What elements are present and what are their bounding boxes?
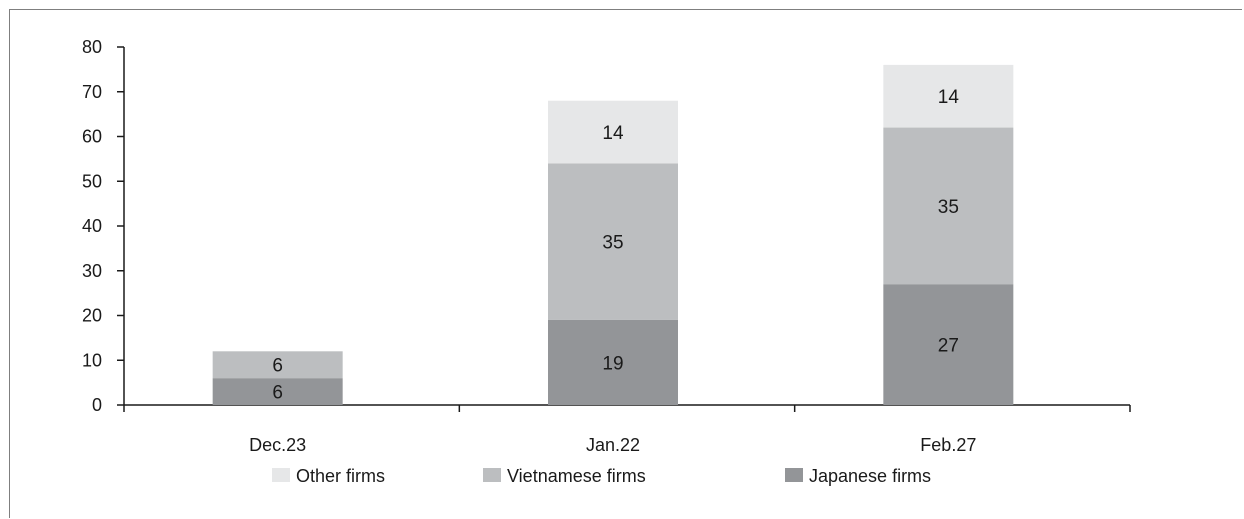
y-tick-label: 20: [82, 306, 102, 326]
data-label: 6: [272, 356, 283, 377]
legend: Other firms Vietnamese firms Japanese firm…: [272, 466, 931, 486]
bar-segment: [212, 378, 343, 405]
bar-segment: [883, 284, 1014, 405]
legend-swatch: [785, 468, 803, 482]
y-tick-label: 10: [82, 350, 102, 370]
bar-segment: [883, 127, 1014, 285]
data-label: 14: [602, 123, 624, 144]
bar-segment: [212, 351, 343, 379]
x-category-label: Dec.23: [249, 435, 306, 455]
bar-segment: [548, 319, 678, 405]
y-tick-label: 80: [82, 37, 102, 57]
y-tick-label: 60: [82, 127, 102, 147]
y-tick-label: 70: [82, 82, 102, 102]
legend-label: Japanese firms: [809, 466, 931, 486]
y-tick-label: 0: [92, 395, 102, 415]
data-label: 27: [938, 336, 959, 357]
legend-label: Other firms: [296, 466, 385, 486]
data-label: 35: [938, 197, 959, 218]
data-label: 19: [602, 353, 623, 374]
y-tick-label: 40: [82, 216, 102, 236]
data-label: 14: [938, 87, 960, 108]
bar-segment: [883, 64, 1014, 128]
bars: 6 6 19 35 14 27 35 14: [212, 64, 1014, 405]
chart-frame: [9, 9, 1242, 518]
y-tick-label: 50: [82, 171, 102, 191]
legend-swatch: [272, 468, 290, 482]
data-label: 6: [272, 383, 283, 404]
y-tick-label: 30: [82, 261, 102, 281]
x-category-label: Jan.22: [586, 435, 640, 455]
legend-label: Vietnamese firms: [507, 466, 646, 486]
bar-segment: [548, 163, 678, 320]
data-label: 35: [602, 233, 623, 254]
x-category-label: Feb.27: [920, 435, 976, 455]
bar-segment: [548, 100, 678, 164]
legend-swatch: [483, 468, 501, 482]
